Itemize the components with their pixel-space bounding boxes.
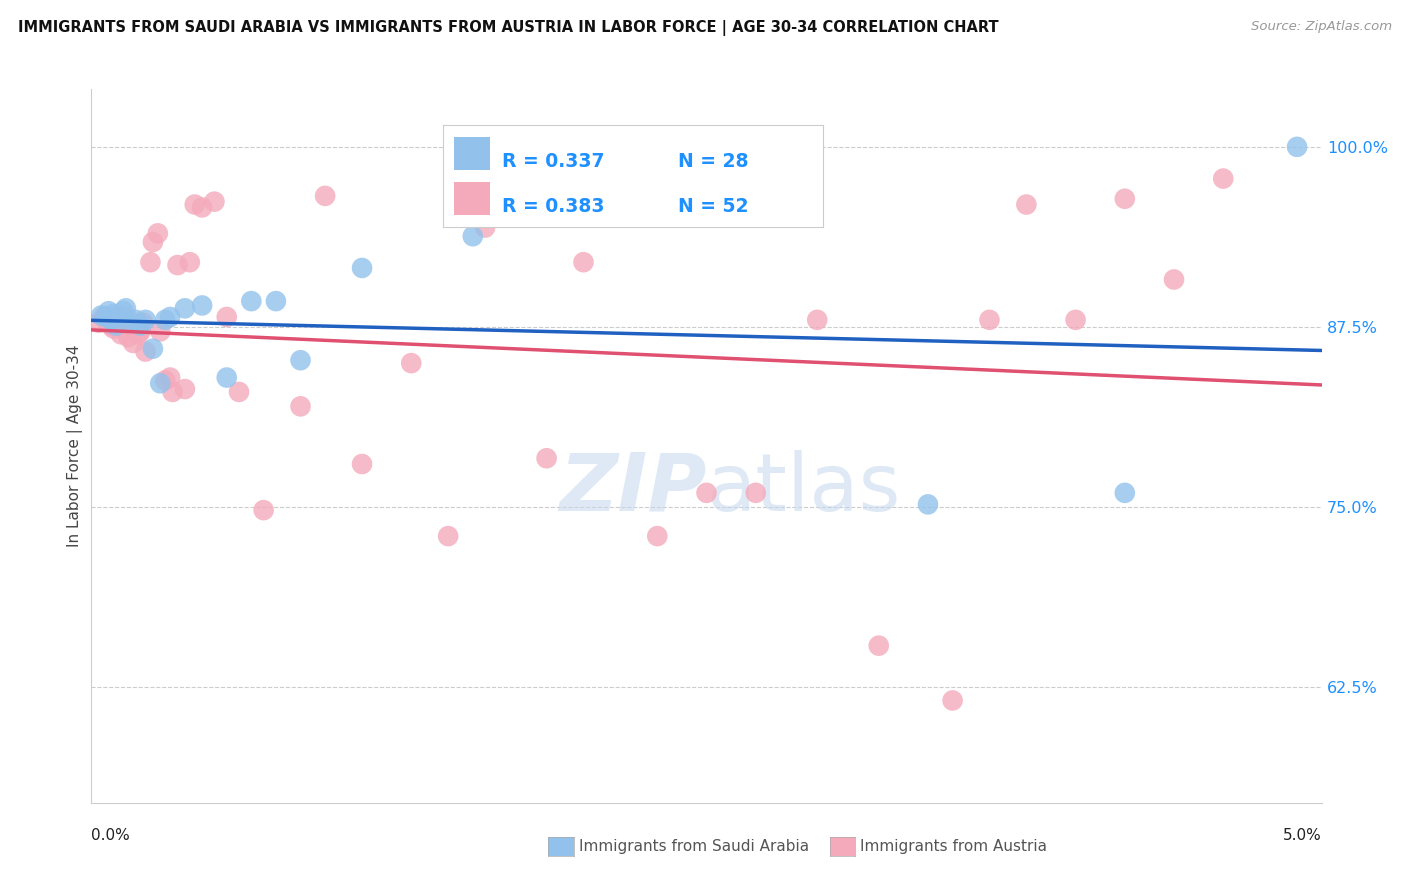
- Point: [166, 258, 188, 272]
- Text: IMMIGRANTS FROM SAUDI ARABIA VS IMMIGRANTS FROM AUSTRIA IN LABOR FORCE | AGE 30-: IMMIGRANTS FROM SAUDI ARABIA VS IMMIGRAN…: [18, 20, 998, 36]
- Point: [314, 189, 336, 203]
- Point: [1163, 272, 1185, 286]
- Point: [290, 400, 312, 414]
- Point: [132, 316, 155, 330]
- Point: [174, 382, 197, 396]
- Point: [153, 313, 177, 327]
- Point: [162, 384, 184, 399]
- Point: [806, 313, 828, 327]
- Point: [179, 255, 201, 269]
- Point: [461, 229, 484, 244]
- Point: [142, 342, 165, 356]
- Point: [536, 451, 558, 466]
- Point: [149, 325, 172, 339]
- Point: [112, 304, 135, 318]
- Point: [240, 294, 263, 309]
- Point: [437, 529, 460, 543]
- Point: [253, 503, 276, 517]
- Point: [399, 356, 422, 370]
- Point: [228, 384, 250, 399]
- Point: [103, 307, 125, 321]
- Point: [122, 335, 145, 350]
- Point: [572, 255, 595, 269]
- Point: [942, 693, 965, 707]
- Point: [191, 298, 214, 312]
- Text: 5.0%: 5.0%: [1282, 828, 1322, 843]
- Point: [97, 304, 120, 318]
- Point: [105, 318, 127, 333]
- Point: [135, 344, 156, 359]
- Point: [100, 318, 122, 333]
- Point: [93, 310, 115, 324]
- Point: [159, 370, 181, 384]
- Point: [129, 325, 152, 339]
- Point: [979, 313, 1001, 327]
- Point: [100, 313, 122, 327]
- Text: Immigrants from Austria: Immigrants from Austria: [860, 839, 1047, 854]
- Point: [1286, 140, 1309, 154]
- Text: atlas: atlas: [706, 450, 901, 528]
- Point: [917, 497, 939, 511]
- Point: [474, 220, 496, 235]
- Point: [139, 255, 162, 269]
- Bar: [454, 182, 491, 215]
- Point: [114, 301, 138, 316]
- Point: [174, 301, 197, 316]
- Point: [153, 373, 177, 387]
- Point: [1015, 197, 1038, 211]
- Point: [103, 321, 125, 335]
- Point: [191, 201, 214, 215]
- Point: [117, 330, 139, 344]
- Point: [110, 327, 132, 342]
- Point: [135, 313, 156, 327]
- Point: [696, 486, 718, 500]
- Point: [290, 353, 312, 368]
- Text: N = 28: N = 28: [678, 153, 749, 171]
- Point: [120, 318, 142, 333]
- Point: [129, 318, 152, 333]
- Bar: [454, 137, 491, 170]
- Point: [183, 197, 207, 211]
- Text: N = 52: N = 52: [678, 197, 749, 217]
- Point: [745, 486, 768, 500]
- Point: [202, 194, 225, 209]
- Point: [1064, 313, 1087, 327]
- Point: [107, 310, 129, 324]
- Y-axis label: In Labor Force | Age 30-34: In Labor Force | Age 30-34: [67, 344, 83, 548]
- Point: [96, 313, 117, 327]
- Point: [146, 227, 169, 241]
- Point: [159, 310, 181, 324]
- Point: [87, 316, 110, 330]
- Point: [112, 310, 135, 324]
- Point: [127, 327, 149, 342]
- Point: [90, 309, 112, 323]
- Text: Source: ZipAtlas.com: Source: ZipAtlas.com: [1251, 20, 1392, 33]
- Point: [1114, 486, 1136, 500]
- Text: Immigrants from Saudi Arabia: Immigrants from Saudi Arabia: [579, 839, 810, 854]
- Point: [350, 457, 373, 471]
- Point: [215, 310, 238, 324]
- Point: [215, 370, 238, 384]
- Point: [645, 529, 668, 543]
- Text: R = 0.383: R = 0.383: [502, 197, 605, 217]
- Text: ZIP: ZIP: [560, 450, 706, 528]
- Point: [350, 260, 373, 275]
- Point: [142, 235, 165, 249]
- Text: R = 0.337: R = 0.337: [502, 153, 605, 171]
- Point: [1114, 192, 1136, 206]
- Point: [120, 316, 142, 330]
- Point: [149, 376, 172, 391]
- Point: [124, 316, 148, 330]
- Point: [96, 310, 117, 324]
- Point: [1212, 171, 1234, 186]
- Point: [124, 313, 148, 327]
- Point: [264, 294, 287, 309]
- Point: [105, 318, 127, 333]
- Text: 0.0%: 0.0%: [91, 828, 131, 843]
- Point: [868, 639, 890, 653]
